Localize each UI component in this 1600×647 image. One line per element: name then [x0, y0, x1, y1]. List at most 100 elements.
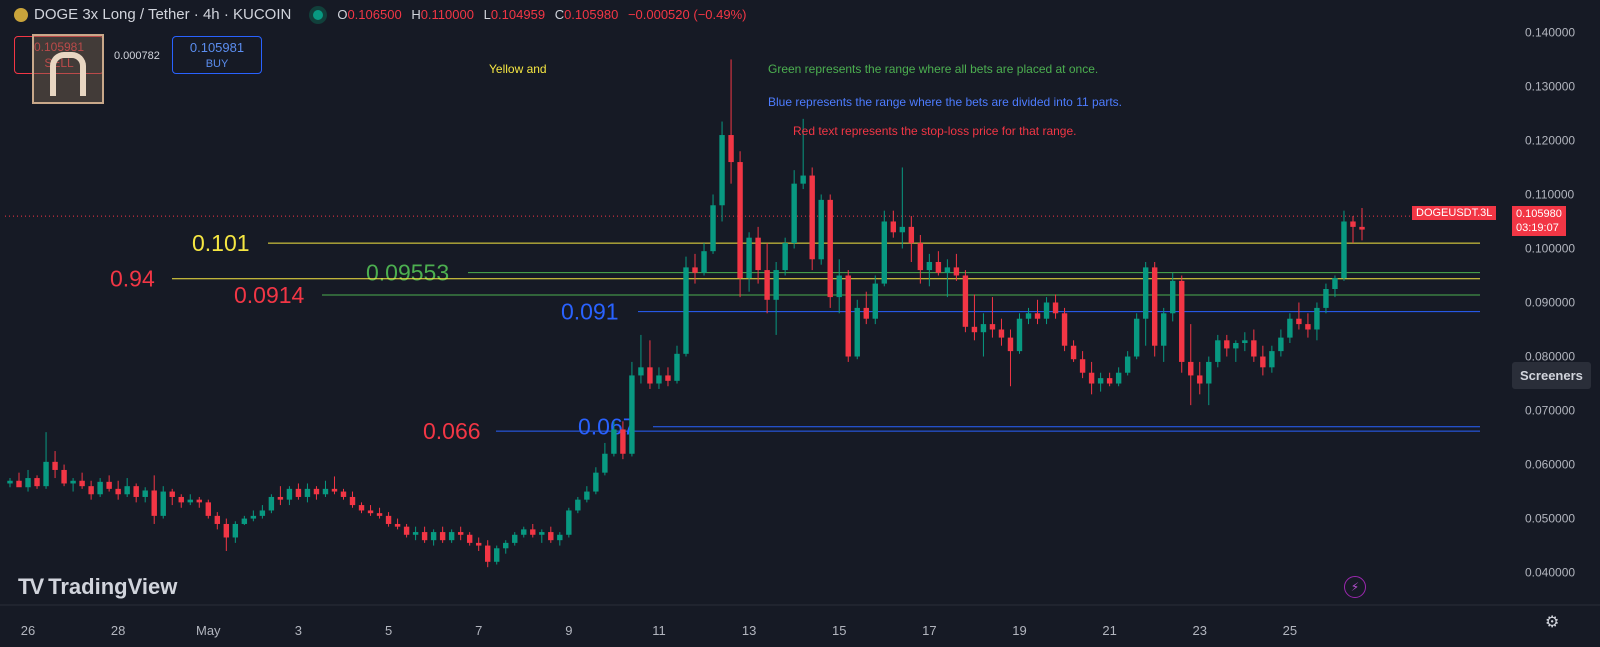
candle [1079, 351, 1086, 379]
candle [430, 529, 437, 546]
level-label: 0.091 [561, 299, 619, 325]
candle [25, 469, 31, 492]
candle-body [259, 510, 266, 516]
screeners-button[interactable]: Screeners [1512, 362, 1591, 389]
candle-body [1215, 340, 1221, 362]
candle [737, 151, 743, 298]
candle-body [448, 532, 455, 541]
candle [367, 505, 374, 516]
candle-body [7, 480, 13, 484]
candle [1224, 334, 1230, 357]
candle [142, 487, 148, 503]
candle-body [926, 261, 933, 271]
candle [61, 464, 67, 487]
candle-body [1341, 221, 1347, 279]
candle-body [1124, 356, 1131, 373]
candle-body [1133, 318, 1140, 357]
candle [899, 167, 906, 249]
candle [268, 494, 275, 514]
candle [97, 478, 103, 497]
candle-body [647, 367, 653, 384]
candle [818, 194, 824, 265]
candle [926, 253, 933, 287]
candle [241, 515, 248, 526]
candle [764, 243, 770, 314]
tradingview-logo: TV TradingView [18, 574, 178, 599]
gear-icon[interactable]: ⚙ [1545, 614, 1560, 631]
candle-body [1052, 302, 1059, 314]
candle [1215, 334, 1221, 368]
candle [683, 256, 689, 357]
candle [259, 505, 266, 519]
candle-body [1151, 267, 1158, 346]
candle [800, 118, 806, 190]
candle-body [1233, 343, 1239, 349]
candle-body [1043, 302, 1050, 319]
candle-body [665, 375, 671, 381]
candle [187, 494, 193, 506]
candle-body [503, 542, 509, 549]
candle [1052, 294, 1059, 319]
candle [1305, 313, 1311, 338]
candle [1278, 329, 1284, 357]
y-tick-label: 0.080000 [1525, 350, 1575, 364]
price-axis [1480, 0, 1600, 647]
bolt-icon[interactable]: ⚡ [1344, 576, 1366, 598]
candle-body [899, 226, 906, 233]
bar-countdown: 03:19:07 [1516, 222, 1559, 234]
candle-body [800, 175, 806, 184]
candle [845, 270, 851, 362]
candle [7, 478, 13, 488]
candle-body [88, 486, 94, 495]
candle [439, 526, 446, 543]
candle-body [250, 515, 257, 519]
candle [331, 476, 338, 495]
candle-body [1197, 375, 1203, 384]
coin-icon [14, 7, 28, 22]
candle-body [854, 307, 860, 357]
candle [277, 486, 284, 506]
candle-body [79, 480, 85, 487]
candle-body [1097, 378, 1104, 384]
candle-body [827, 199, 833, 298]
candle [962, 270, 969, 333]
candle [1332, 275, 1338, 298]
candle-body [466, 534, 473, 543]
candle [214, 512, 221, 530]
open-value: 0.106500 [347, 7, 402, 22]
candle [34, 475, 40, 489]
candle-body [1061, 313, 1068, 346]
candle [1359, 207, 1365, 241]
symbol-title[interactable]: DOGE 3x Long / Tether · 4h · KUCOIN [34, 6, 292, 23]
candle-body [575, 499, 581, 511]
candle-body [340, 491, 347, 497]
level-label: 0.067 [578, 414, 636, 440]
candle-body [701, 251, 707, 273]
candle [1043, 297, 1050, 325]
candle-body [1115, 372, 1122, 384]
x-tick-label: 15 [832, 623, 846, 638]
candle-body [638, 367, 644, 376]
candle-body [863, 307, 869, 319]
candle-body [322, 488, 329, 495]
candle-body [764, 270, 770, 300]
candle-body [1106, 378, 1113, 384]
y-tick-label: 0.140000 [1525, 25, 1575, 39]
candle [1151, 261, 1158, 357]
candle [908, 216, 915, 262]
market-status-icon [313, 9, 324, 20]
y-tick-label: 0.050000 [1525, 512, 1575, 526]
buy-button[interactable]: 0.105981 BUY [172, 36, 262, 74]
candle [863, 291, 869, 325]
candle-body [1296, 318, 1302, 325]
candle-body [1278, 337, 1284, 352]
candle-body [169, 491, 175, 497]
candle [160, 486, 166, 519]
candle [998, 318, 1005, 346]
candle-body [557, 534, 563, 541]
level-label: 0.101 [192, 230, 250, 256]
x-tick-label: 17 [922, 623, 936, 638]
candle-body [962, 275, 969, 327]
candle [1115, 367, 1122, 387]
